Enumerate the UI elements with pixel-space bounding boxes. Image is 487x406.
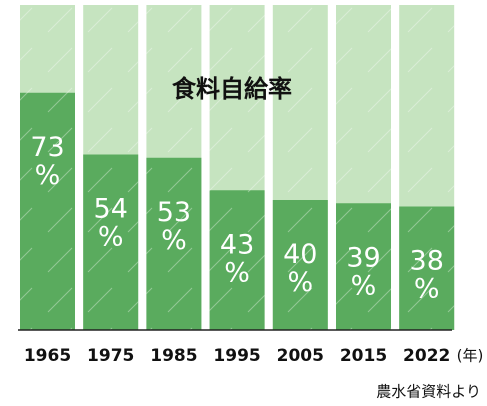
value-label: 40% xyxy=(283,239,317,298)
source: 農水省資料より xyxy=(376,383,481,401)
x-tick-label: 1975 xyxy=(87,346,134,366)
hatch xyxy=(209,5,265,330)
x-tick-label: 2005 xyxy=(277,346,324,366)
x-tick-label: 1965 xyxy=(24,346,71,366)
hatch xyxy=(336,5,391,330)
x-tick-label: 2015 xyxy=(340,346,387,366)
value-label: 53% xyxy=(157,196,191,255)
value-label: 38% xyxy=(410,245,444,304)
hatch xyxy=(83,5,139,330)
hatch xyxy=(20,5,75,330)
x-axis-label: (年) xyxy=(457,347,484,365)
hatch xyxy=(272,5,328,330)
value-label: 43% xyxy=(220,229,254,288)
value-label: 73% xyxy=(30,131,64,190)
chart-title: 食料自給率 xyxy=(172,75,292,103)
value-label: 54% xyxy=(94,193,128,252)
hatch xyxy=(146,5,202,330)
bars: 73 % 54 % 53% 43 % 40 % 39 % 38% xyxy=(20,5,455,330)
hatch xyxy=(399,5,455,330)
x-tick-label: 1985 xyxy=(150,346,197,366)
value-label: 39% xyxy=(346,242,380,301)
x-tick-label: 2022 xyxy=(403,346,450,366)
x-tick-label: 1995 xyxy=(213,346,260,366)
